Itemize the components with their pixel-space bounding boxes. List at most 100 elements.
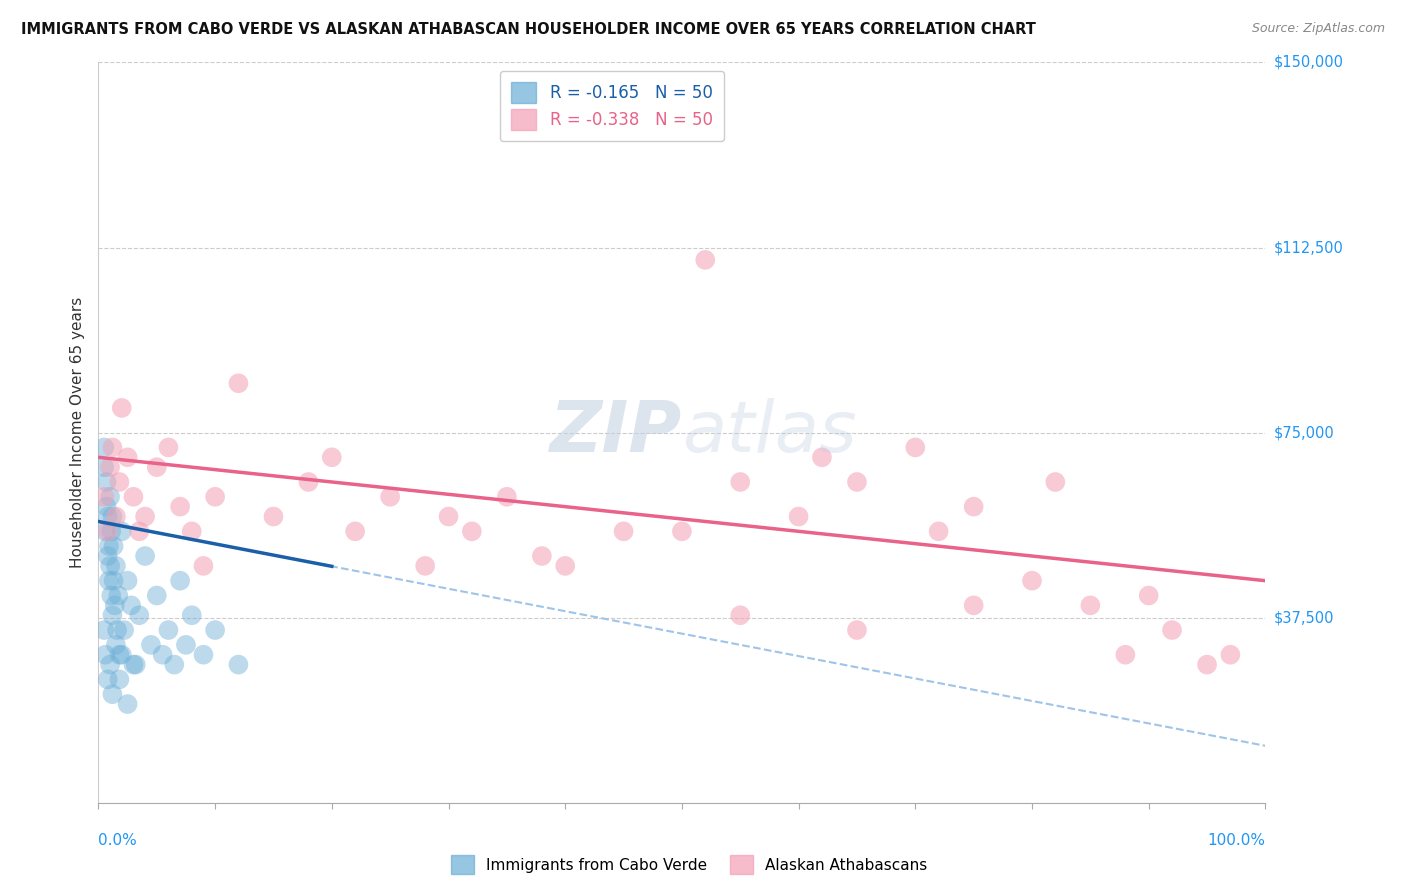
Point	[97, 539, 120, 553]
Point	[554, 558, 576, 573]
Point	[413, 558, 436, 573]
Point	[108, 475, 131, 489]
Legend: Immigrants from Cabo Verde, Alaskan Athabascans: Immigrants from Cabo Verde, Alaskan Atha…	[444, 849, 934, 880]
Point	[120, 599, 142, 613]
Point	[169, 500, 191, 514]
Point	[96, 475, 118, 489]
Point	[97, 673, 120, 687]
Point	[94, 524, 117, 539]
Point	[98, 460, 121, 475]
Text: Source: ZipAtlas.com: Source: ZipAtlas.com	[1251, 22, 1385, 36]
Point	[437, 509, 460, 524]
Point	[128, 608, 150, 623]
Point	[845, 623, 868, 637]
Point	[904, 441, 927, 455]
Point	[101, 687, 124, 701]
Point	[139, 638, 162, 652]
Text: $150,000: $150,000	[1274, 55, 1344, 70]
Text: IMMIGRANTS FROM CABO VERDE VS ALASKAN ATHABASCAN HOUSEHOLDER INCOME OVER 65 YEAR: IMMIGRANTS FROM CABO VERDE VS ALASKAN AT…	[21, 22, 1036, 37]
Legend: R = -0.165   N = 50, R = -0.338   N = 50: R = -0.165 N = 50, R = -0.338 N = 50	[499, 70, 724, 142]
Point	[125, 657, 148, 672]
Point	[134, 509, 156, 524]
Point	[1114, 648, 1136, 662]
Point	[204, 623, 226, 637]
Point	[98, 657, 121, 672]
Point	[105, 623, 128, 637]
Point	[111, 648, 134, 662]
Point	[108, 648, 131, 662]
Point	[108, 673, 131, 687]
Point	[695, 252, 717, 267]
Point	[811, 450, 834, 465]
Point	[97, 509, 120, 524]
Point	[344, 524, 367, 539]
Point	[180, 524, 202, 539]
Point	[1080, 599, 1102, 613]
Point	[103, 539, 125, 553]
Point	[228, 657, 250, 672]
Point	[193, 558, 215, 573]
Point	[1137, 589, 1160, 603]
Text: $112,500: $112,500	[1274, 240, 1344, 255]
Point	[117, 574, 139, 588]
Point	[97, 574, 120, 588]
Point	[169, 574, 191, 588]
Point	[104, 638, 127, 652]
Point	[461, 524, 484, 539]
Point	[122, 657, 145, 672]
Text: $75,000: $75,000	[1274, 425, 1334, 440]
Point	[962, 500, 984, 514]
Point	[100, 524, 122, 539]
Point	[1219, 648, 1241, 662]
Point	[111, 401, 134, 415]
Point	[117, 450, 139, 465]
Point	[101, 608, 124, 623]
Text: ZIP: ZIP	[550, 398, 682, 467]
Point	[93, 441, 115, 455]
Point	[163, 657, 186, 672]
Text: 100.0%: 100.0%	[1208, 833, 1265, 848]
Point	[93, 490, 115, 504]
Point	[204, 490, 226, 504]
Point	[495, 490, 517, 504]
Point	[262, 509, 284, 524]
Point	[103, 574, 125, 588]
Text: 0.0%: 0.0%	[98, 833, 138, 848]
Point	[134, 549, 156, 563]
Point	[1195, 657, 1218, 672]
Point	[180, 608, 202, 623]
Point	[93, 623, 115, 637]
Point	[117, 697, 139, 711]
Point	[107, 589, 129, 603]
Text: atlas: atlas	[682, 398, 856, 467]
Point	[111, 524, 134, 539]
Point	[378, 490, 402, 504]
Point	[321, 450, 343, 465]
Point	[104, 558, 127, 573]
Point	[845, 475, 868, 489]
Point	[97, 549, 120, 563]
Point	[93, 460, 115, 475]
Point	[193, 648, 215, 662]
Point	[297, 475, 319, 489]
Point	[104, 599, 127, 613]
Point	[122, 490, 145, 504]
Point	[101, 509, 124, 524]
Point	[112, 623, 135, 637]
Point	[157, 623, 180, 637]
Point	[100, 589, 122, 603]
Point	[128, 524, 150, 539]
Point	[671, 524, 693, 539]
Point	[730, 475, 752, 489]
Point	[228, 376, 250, 391]
Point	[928, 524, 950, 539]
Point	[152, 648, 174, 662]
Point	[97, 524, 120, 539]
Point	[1161, 623, 1184, 637]
Point	[730, 608, 752, 623]
Text: $37,500: $37,500	[1274, 610, 1334, 625]
Point	[612, 524, 634, 539]
Point	[101, 441, 124, 455]
Point	[157, 441, 180, 455]
Point	[1045, 475, 1067, 489]
